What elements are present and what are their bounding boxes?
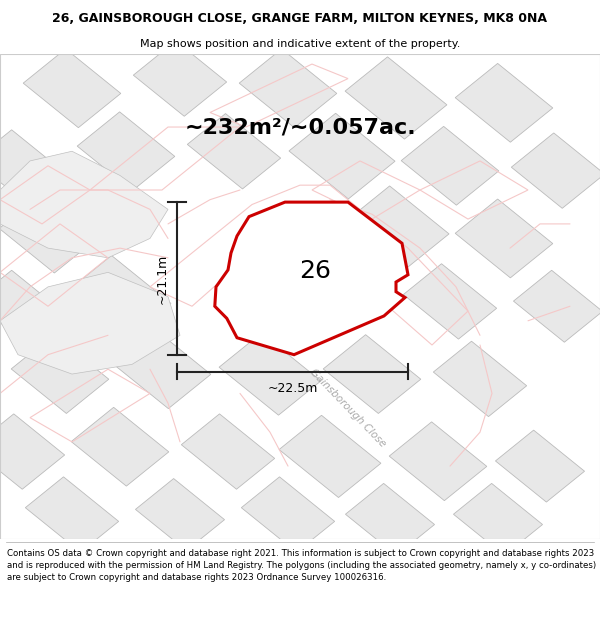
Polygon shape [25, 477, 119, 552]
Polygon shape [514, 270, 600, 342]
Polygon shape [0, 270, 62, 342]
Polygon shape [187, 114, 281, 189]
Text: ~22.5m: ~22.5m [268, 382, 317, 395]
Text: 26, GAINSBOROUGH CLOSE, GRANGE FARM, MILTON KEYNES, MK8 0NA: 26, GAINSBOROUGH CLOSE, GRANGE FARM, MIL… [53, 12, 548, 25]
Text: Map shows position and indicative extent of the property.: Map shows position and indicative extent… [140, 39, 460, 49]
Polygon shape [454, 483, 542, 556]
Polygon shape [455, 63, 553, 142]
Polygon shape [241, 477, 335, 552]
Polygon shape [77, 112, 175, 191]
Polygon shape [511, 133, 600, 208]
Polygon shape [113, 330, 211, 409]
Polygon shape [133, 41, 227, 116]
Polygon shape [345, 57, 447, 139]
Polygon shape [136, 479, 224, 551]
Polygon shape [289, 113, 395, 199]
Text: ~21.1m: ~21.1m [155, 253, 169, 304]
Text: Contains OS data © Crown copyright and database right 2021. This information is : Contains OS data © Crown copyright and d… [7, 549, 596, 582]
Polygon shape [219, 333, 321, 415]
Polygon shape [71, 408, 169, 486]
Polygon shape [23, 49, 121, 128]
Polygon shape [455, 199, 553, 278]
Text: ~232m²/~0.057ac.: ~232m²/~0.057ac. [184, 117, 416, 137]
Polygon shape [0, 151, 168, 258]
Polygon shape [239, 49, 337, 128]
Polygon shape [0, 194, 97, 273]
Polygon shape [323, 334, 421, 414]
Polygon shape [0, 414, 65, 489]
Polygon shape [69, 256, 171, 338]
Polygon shape [215, 202, 408, 355]
Polygon shape [496, 430, 584, 502]
Text: 26: 26 [299, 259, 331, 283]
Polygon shape [346, 483, 434, 556]
Polygon shape [433, 341, 527, 417]
Polygon shape [403, 264, 497, 339]
Polygon shape [401, 126, 499, 205]
Polygon shape [0, 130, 62, 202]
Text: Gainsborough Close: Gainsborough Close [308, 367, 388, 449]
Polygon shape [389, 422, 487, 501]
Polygon shape [279, 415, 381, 498]
Polygon shape [0, 272, 180, 374]
Polygon shape [343, 186, 449, 272]
Polygon shape [181, 414, 275, 489]
Polygon shape [11, 334, 109, 414]
